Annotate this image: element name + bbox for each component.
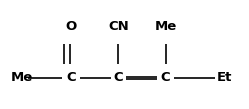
Text: CN: CN <box>108 20 129 33</box>
Text: Et: Et <box>217 71 232 84</box>
Text: C: C <box>114 71 123 84</box>
Text: Me: Me <box>154 20 177 33</box>
Text: O: O <box>65 20 77 33</box>
Text: C: C <box>161 71 170 84</box>
Text: C: C <box>66 71 76 84</box>
Text: Me: Me <box>11 71 33 84</box>
